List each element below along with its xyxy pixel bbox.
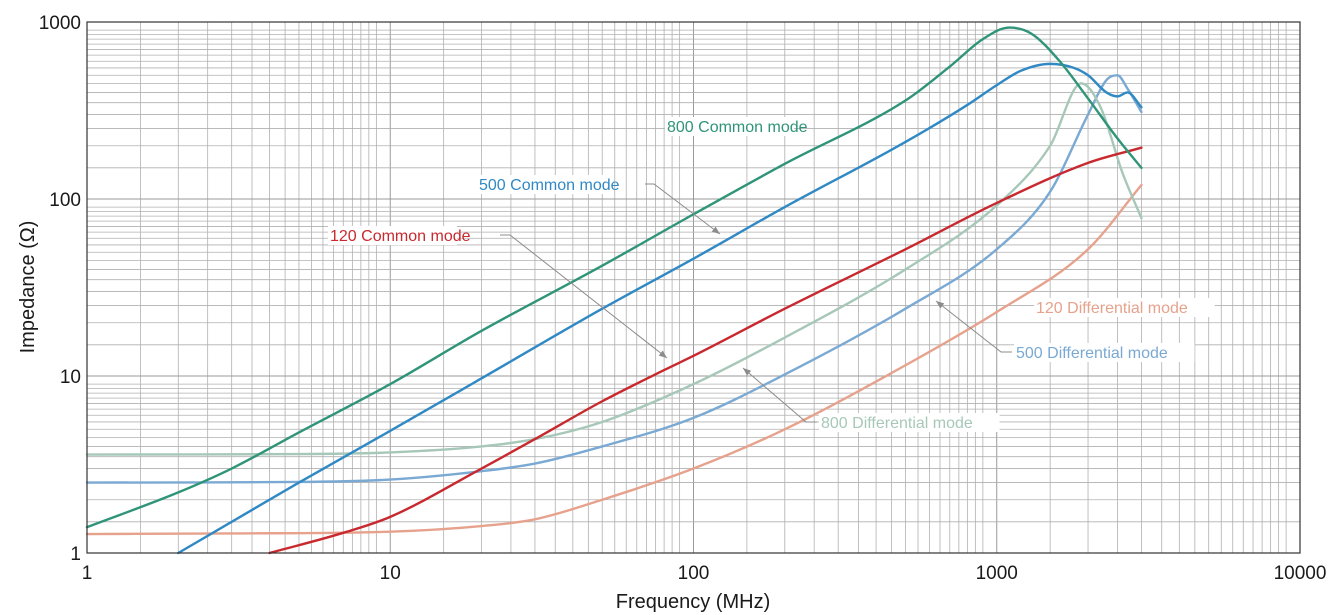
series-label-background bbox=[477, 175, 606, 194]
series-line-500-common-mode bbox=[177, 62, 1143, 555]
series-labels: 800 Common mode 500 Common mode 120 Common… bbox=[328, 117, 1215, 432]
leader-line-500-differential-mode bbox=[935, 300, 1012, 353]
y-tick-label: 10 bbox=[60, 367, 81, 388]
leader-arrow-icon bbox=[743, 368, 752, 376]
leader-line-800-differential-mode bbox=[742, 367, 817, 423]
series-label-120-differential-mode: 120 Differential mode bbox=[1036, 300, 1188, 317]
series-lines bbox=[85, 26, 1143, 555]
series-label-500-differential-mode: 500 Differential mode bbox=[1016, 345, 1168, 362]
leader-line-120-common-mode bbox=[500, 234, 668, 359]
series-label-800-common-mode: 800 Common mode bbox=[667, 119, 808, 136]
series-line-120-common-mode bbox=[268, 146, 1143, 555]
x-axis-title: Frequency (MHz) bbox=[616, 591, 770, 613]
series-label-500-common-mode: 500 Common mode bbox=[479, 177, 620, 194]
y-axis-title: Impedance (Ω) bbox=[17, 221, 39, 354]
series-label-background bbox=[328, 226, 457, 245]
series-line-500-differential-mode bbox=[85, 74, 1143, 484]
series-line-120-differential-mode bbox=[85, 183, 1143, 536]
x-tick-label: 100 bbox=[678, 563, 710, 584]
leader-arrow-icon bbox=[658, 350, 667, 358]
plot-frame bbox=[86, 21, 1301, 554]
leader-arrow-icon bbox=[936, 301, 945, 309]
series-label-background bbox=[819, 413, 1000, 432]
series-label-120-common-mode: 120 Common mode bbox=[330, 228, 471, 245]
x-tick-label: 10 bbox=[380, 563, 401, 584]
x-tick-label: 1000 bbox=[976, 563, 1018, 584]
y-tick-label: 100 bbox=[49, 190, 81, 211]
x-tick-label: 10000 bbox=[1274, 563, 1327, 584]
x-tick-labels: 1 10 100 1000 10000 bbox=[82, 563, 1327, 584]
x-tick-label: 1 bbox=[82, 563, 93, 584]
y-tick-label: 1000 bbox=[39, 13, 81, 34]
label-leaders bbox=[500, 183, 1012, 423]
grid-lines bbox=[86, 22, 1300, 554]
series-label-background bbox=[1014, 343, 1195, 362]
series-label-background bbox=[1034, 298, 1215, 317]
leader-line-500-common-mode bbox=[645, 183, 721, 235]
series-label-background bbox=[665, 117, 794, 136]
series-line-800-common-mode bbox=[85, 26, 1143, 529]
y-tick-label: 1 bbox=[70, 544, 81, 565]
series-line-800-differential-mode bbox=[85, 82, 1143, 456]
leader-arrow-icon bbox=[711, 226, 720, 234]
series-label-800-differential-mode: 800 Differential mode bbox=[821, 415, 973, 432]
y-tick-labels: 1 10 100 1000 bbox=[39, 13, 81, 565]
